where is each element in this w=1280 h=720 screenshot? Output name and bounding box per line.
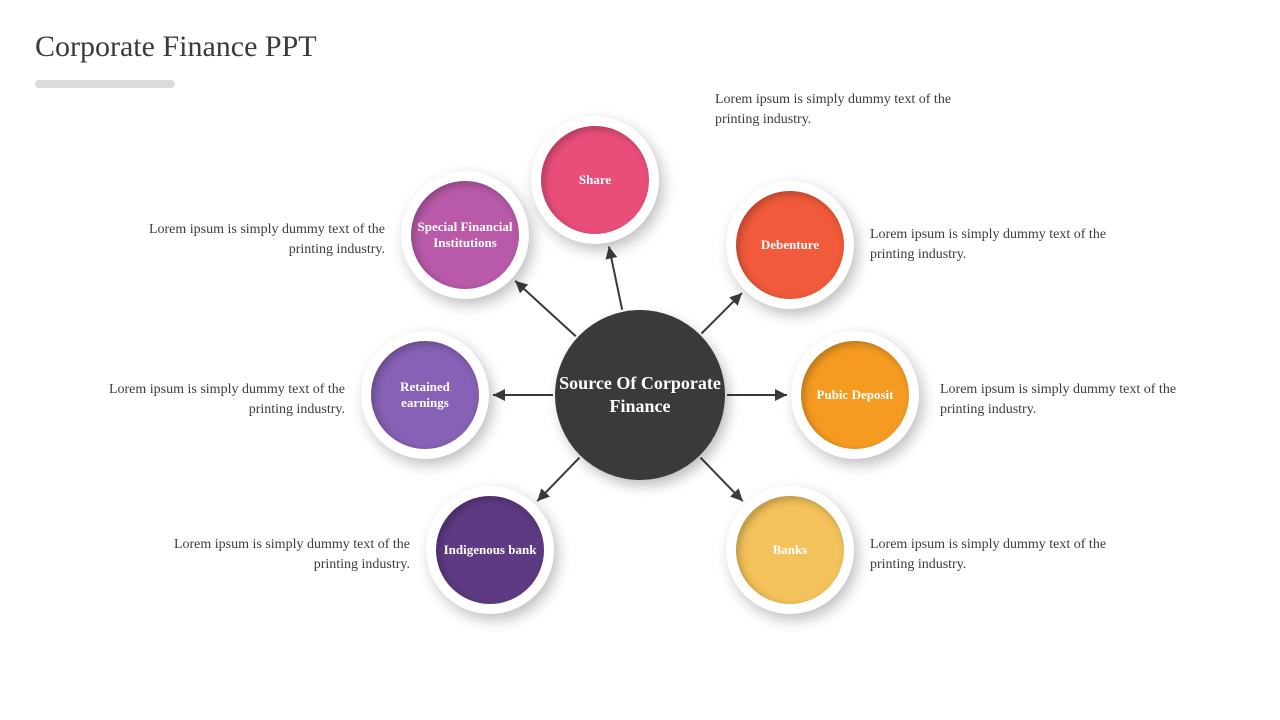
node-caption: Lorem ipsum is simply dummy text of the … bbox=[105, 380, 345, 419]
spoke-arrow bbox=[702, 293, 742, 333]
node-label: Special Financial Institutions bbox=[411, 181, 519, 289]
node-special: Special Financial Institutions bbox=[401, 171, 529, 299]
node-deposit: Pubic Deposit bbox=[791, 331, 919, 459]
spoke-arrow bbox=[537, 458, 579, 502]
radial-diagram: Source Of Corporate Finance Share Lorem ip… bbox=[0, 0, 1280, 720]
node-share: Share bbox=[531, 116, 659, 244]
center-circle: Source Of Corporate Finance bbox=[555, 310, 725, 480]
node-caption: Lorem ipsum is simply dummy text of the … bbox=[145, 220, 385, 259]
slide: Corporate Finance PPT Source Of Corporat… bbox=[0, 0, 1280, 720]
node-caption: Lorem ipsum is simply dummy text of the … bbox=[940, 380, 1180, 419]
node-label: Retained earnings bbox=[371, 341, 479, 449]
spoke-arrow bbox=[701, 458, 743, 502]
node-label: Share bbox=[541, 126, 649, 234]
node-label: Pubic Deposit bbox=[801, 341, 909, 449]
spoke-arrow bbox=[515, 281, 576, 336]
node-retained: Retained earnings bbox=[361, 331, 489, 459]
node-caption: Lorem ipsum is simply dummy text of the … bbox=[870, 225, 1110, 264]
node-caption: Lorem ipsum is simply dummy text of the … bbox=[715, 90, 955, 129]
node-label: Indigenous bank bbox=[436, 496, 544, 604]
node-indigenous: Indigenous bank bbox=[426, 486, 554, 614]
node-banks: Banks bbox=[726, 486, 854, 614]
node-label: Banks bbox=[736, 496, 844, 604]
spoke-arrow bbox=[609, 247, 622, 310]
node-debenture: Debenture bbox=[726, 181, 854, 309]
node-label: Debenture bbox=[736, 191, 844, 299]
node-caption: Lorem ipsum is simply dummy text of the … bbox=[870, 535, 1110, 574]
node-caption: Lorem ipsum is simply dummy text of the … bbox=[170, 535, 410, 574]
